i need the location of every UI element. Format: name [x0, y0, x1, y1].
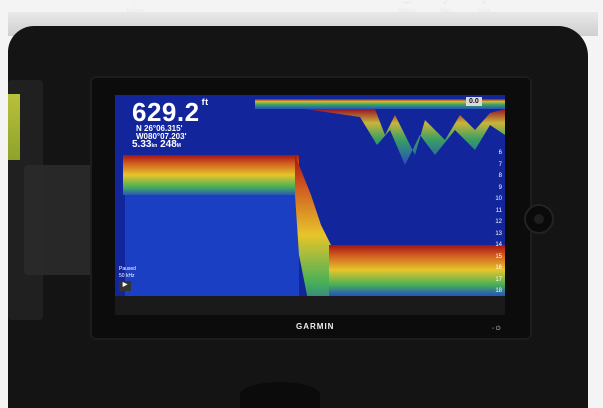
- scale-label: 13: [495, 230, 502, 237]
- scale-label: 6: [498, 150, 502, 156]
- scale-label: 17: [495, 276, 502, 283]
- back-arrow-icon: ↶: [443, 0, 449, 7]
- scale-label: 14: [495, 242, 502, 248]
- status-frequency: 50 kHz: [119, 273, 135, 279]
- back-button[interactable]: ↶ Back: [432, 0, 460, 19]
- scale-label: 8: [498, 173, 502, 179]
- engage-icon: ○: [132, 0, 138, 7]
- scale-label: 9: [498, 184, 502, 191]
- depth-scale: 678910111213141516171819: [486, 110, 504, 306]
- scale-label: 10: [495, 196, 502, 202]
- side-knob-center: [534, 214, 544, 224]
- sonar-screen[interactable]: [115, 95, 505, 315]
- scale-badge[interactable]: 0.0: [466, 97, 482, 106]
- scale-label: 18: [495, 288, 502, 294]
- sonar-image: [115, 95, 505, 315]
- speed-heading-readout: 5.33kn 248M: [132, 139, 181, 150]
- latitude-readout: N 26°06.315': [136, 124, 183, 133]
- options-button[interactable]: ••• Options: [392, 0, 422, 19]
- bottom-toolbar: [115, 296, 505, 315]
- longitude-readout: W080°07.203': [136, 132, 187, 141]
- depth-readout: 629.2 ft: [132, 97, 209, 127]
- adjacent-display-screen: [8, 94, 20, 160]
- scale-label: 12: [495, 219, 502, 225]
- scale-label: 15: [495, 253, 502, 260]
- scale-label: 11: [495, 207, 502, 214]
- bottom-object: [240, 382, 320, 408]
- close-icon: ✕: [481, 0, 487, 7]
- engage-button[interactable]: ○ Engage: [120, 0, 150, 19]
- dots-icon: •••: [403, 0, 411, 7]
- brand-logo: GARMIN: [296, 322, 335, 331]
- scale-label: 16: [495, 265, 502, 271]
- close-button[interactable]: ✕ Close: [470, 0, 498, 19]
- play-button[interactable]: ▶: [119, 281, 131, 291]
- scale-label: 7: [498, 161, 502, 168]
- status-paused: Paused: [119, 266, 136, 272]
- power-icon[interactable]: ◦ ⏻: [492, 326, 501, 332]
